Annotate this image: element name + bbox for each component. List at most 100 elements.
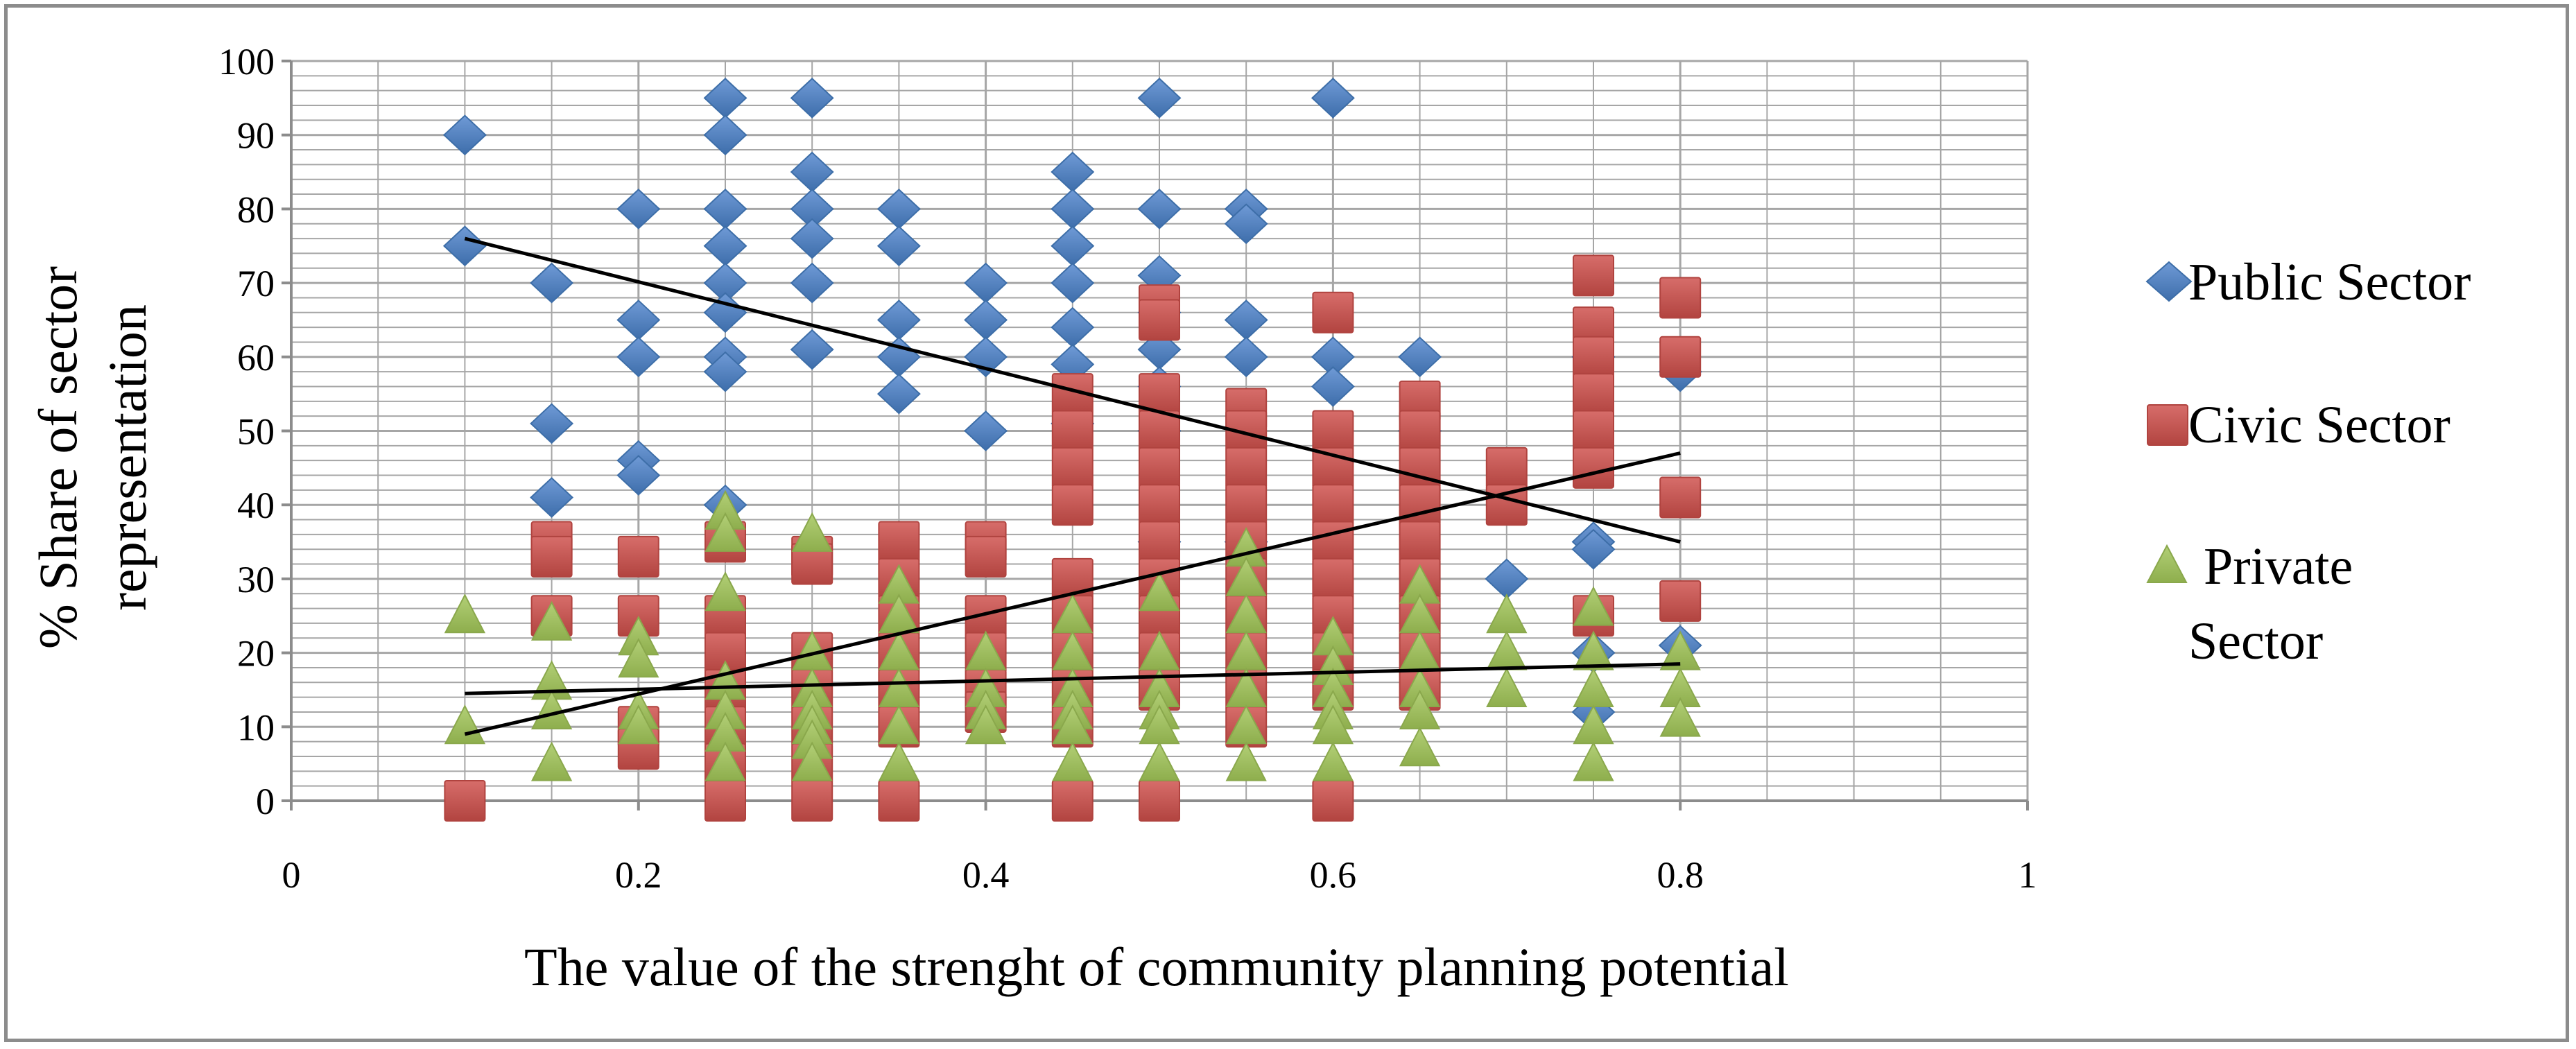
point-civic <box>1485 447 1528 489</box>
point-public <box>1485 558 1529 600</box>
point-public <box>876 300 921 340</box>
point-private <box>530 600 573 641</box>
point-civic <box>1659 336 1702 378</box>
point-public <box>616 455 661 496</box>
point-civic <box>444 780 486 822</box>
point-public <box>1311 366 1355 407</box>
point-public <box>1137 189 1182 229</box>
point-civic <box>1051 447 1093 489</box>
point-private <box>618 638 659 678</box>
point-private <box>530 689 573 729</box>
point-private <box>704 571 746 612</box>
legend-triangle-icon <box>2146 544 2188 583</box>
point-public <box>1224 336 1268 378</box>
point-civic <box>1312 521 1354 563</box>
y-tick-label: 0 <box>256 781 275 822</box>
trendline-public <box>464 236 1681 544</box>
point-public <box>790 77 834 119</box>
point-civic <box>878 780 920 822</box>
point-public <box>442 114 487 156</box>
point-civic <box>1659 277 1702 319</box>
point-civic <box>1051 484 1093 526</box>
point-private <box>444 593 486 634</box>
point-public <box>1137 77 1182 119</box>
point-civic <box>1573 336 1614 378</box>
point-private <box>1573 586 1614 626</box>
point-public <box>703 114 747 156</box>
point-public <box>1051 189 1095 229</box>
point-civic <box>1659 476 1702 519</box>
y-axis-title-line1: % Share of sector <box>28 266 88 649</box>
point-public <box>530 403 574 444</box>
point-public <box>964 410 1008 451</box>
point-public <box>876 189 921 229</box>
point-civic <box>1399 484 1441 526</box>
point-private <box>1659 697 1701 737</box>
point-private <box>791 741 833 781</box>
point-civic <box>1573 447 1614 489</box>
point-civic <box>1139 484 1180 526</box>
y-tick-label: 50 <box>237 411 275 453</box>
legend-square-icon <box>2147 404 2188 446</box>
x-tick-label: 1 <box>2019 854 2037 896</box>
point-public <box>964 262 1008 304</box>
trendlines <box>464 236 1681 736</box>
point-civic <box>1139 780 1180 822</box>
point-public <box>1051 151 1095 193</box>
legend-label-private-line1: Private <box>2204 537 2353 596</box>
point-civic <box>1051 780 1093 822</box>
series-private <box>444 489 1701 781</box>
point-public <box>790 329 834 370</box>
trendline-private <box>465 662 1681 695</box>
x-tick-label: 0 <box>282 854 301 896</box>
data-points <box>442 77 1702 822</box>
point-public <box>1051 262 1095 304</box>
point-private <box>1399 727 1441 767</box>
point-private <box>704 741 746 781</box>
point-private <box>1052 741 1093 781</box>
x-tick-label: 0.2 <box>615 854 662 896</box>
point-private <box>704 512 746 552</box>
y-tick-label: 70 <box>237 263 275 304</box>
point-public <box>1224 300 1268 340</box>
point-civic <box>617 535 659 578</box>
point-civic <box>530 535 573 578</box>
point-public <box>964 300 1008 340</box>
point-civic <box>791 780 833 822</box>
x-tick-label: 0.6 <box>1310 854 1357 896</box>
legend: Public Sector Civic Sector Private Secto… <box>2145 253 2471 670</box>
point-public <box>703 225 747 267</box>
point-public <box>1051 225 1095 267</box>
point-civic <box>1139 521 1180 563</box>
legend-diamond-icon <box>2145 261 2193 302</box>
point-civic <box>1139 299 1180 341</box>
point-civic <box>1659 580 1702 622</box>
point-public <box>1311 77 1355 119</box>
point-civic <box>1399 521 1441 563</box>
point-public <box>442 225 487 267</box>
point-public <box>616 300 661 340</box>
point-civic <box>704 780 746 822</box>
point-private <box>444 704 486 745</box>
point-private <box>1225 741 1267 781</box>
x-tick-label: 0.4 <box>962 854 1010 896</box>
point-private <box>1573 667 1614 707</box>
legend-item-public: Public Sector <box>2145 253 2471 311</box>
legend-label-public: Public Sector <box>2188 253 2471 311</box>
legend-label-civic: Civic Sector <box>2188 396 2450 454</box>
point-private <box>1573 741 1614 781</box>
point-public <box>703 189 747 229</box>
tick-labels: 0 10 20 30 40 50 60 70 80 90 100 0 0.2 0.4 0.6 0.8 1 <box>218 41 2037 896</box>
point-civic <box>1225 447 1268 489</box>
point-civic <box>1573 373 1614 415</box>
point-civic <box>1312 291 1354 333</box>
point-public <box>876 373 921 415</box>
point-public <box>790 151 834 193</box>
point-private <box>1486 667 1528 707</box>
y-tick-label: 20 <box>237 633 275 675</box>
point-private <box>1139 571 1180 612</box>
point-public <box>703 351 747 392</box>
point-civic <box>1051 410 1093 452</box>
point-private <box>530 741 573 781</box>
